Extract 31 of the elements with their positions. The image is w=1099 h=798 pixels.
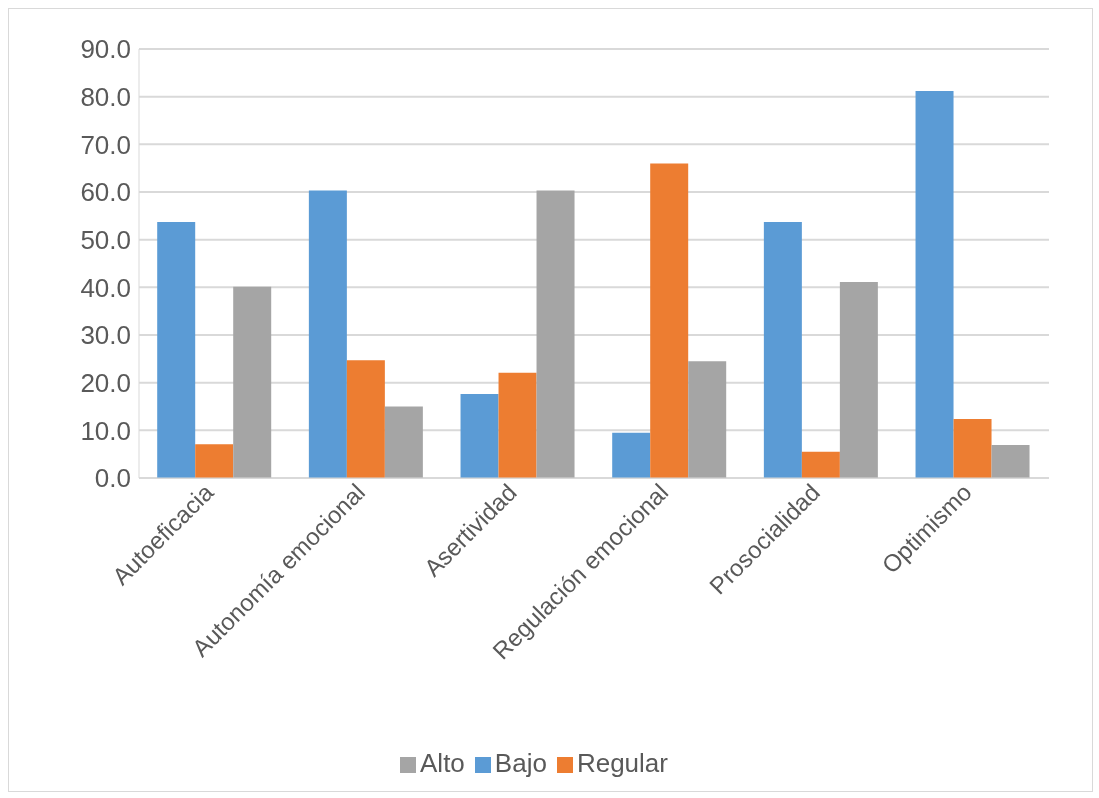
- y-tick-label: 40.0: [80, 272, 131, 303]
- y-tick-label: 10.0: [80, 415, 131, 446]
- y-tick-label: 20.0: [80, 367, 131, 398]
- bar: [839, 282, 878, 478]
- bar: [763, 222, 802, 478]
- bar: [953, 418, 992, 478]
- bar: [536, 190, 575, 478]
- y-tick-label: 50.0: [80, 224, 131, 255]
- y-tick-label: 60.0: [80, 177, 131, 208]
- y-tick-label: 30.0: [80, 320, 131, 351]
- y-tick-label: 70.0: [80, 129, 131, 160]
- bar: [801, 451, 840, 478]
- legend-label: Regular: [576, 748, 668, 778]
- legend-label: Bajo: [494, 748, 547, 778]
- bar: [308, 190, 347, 478]
- y-tick-label: 80.0: [80, 81, 131, 112]
- bar: [688, 361, 727, 478]
- bar: [915, 90, 954, 478]
- bar: [650, 163, 689, 478]
- bar: [233, 286, 272, 478]
- bar: [195, 444, 234, 478]
- y-tick-label: 0.0: [94, 463, 131, 494]
- legend-label: Alto: [420, 748, 465, 778]
- bar: [612, 432, 651, 478]
- bar: [346, 360, 385, 478]
- bar: [991, 445, 1030, 478]
- bar: [498, 372, 537, 478]
- y-tick-label: 90.0: [80, 34, 131, 65]
- bar: [460, 394, 499, 478]
- bar: [384, 406, 423, 478]
- bar: [157, 222, 196, 478]
